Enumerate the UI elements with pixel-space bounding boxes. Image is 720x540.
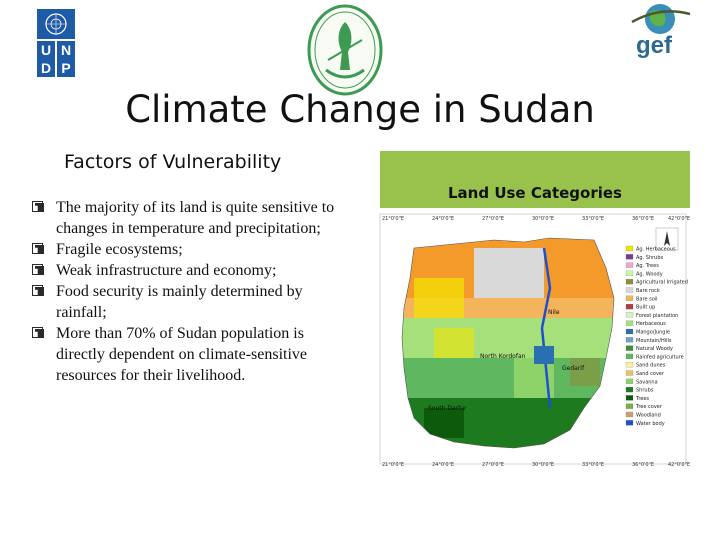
axis-tick-label: 24°0'0"E <box>432 462 454 468</box>
axis-tick-label: 21°0'0"E <box>382 216 404 222</box>
legend-label: Mango/Jungle <box>636 330 670 336</box>
undp-letter: P <box>57 59 75 77</box>
legend-label: Ag. Trees <box>636 263 659 269</box>
legend-label: Water body <box>636 421 665 427</box>
legend-label: Bare rock <box>636 288 660 294</box>
un-emblem-icon <box>37 9 75 39</box>
checkbox-bullet-icon <box>32 264 43 275</box>
legend-swatch <box>625 395 634 401</box>
legend-swatch <box>625 387 634 393</box>
bullet-text: The majority of its land is quite sensit… <box>56 199 335 237</box>
bullet-item: Weak infrastructure and economy; <box>32 260 344 281</box>
bullet-text: More than 70% of Sudan population is dir… <box>56 325 308 384</box>
checkbox-bullet-icon <box>32 243 43 254</box>
axis-tick-label: 36°0'0"E <box>632 216 654 222</box>
checkbox-bullet-icon <box>32 327 43 338</box>
legend-label: Sand cover <box>636 371 665 377</box>
undp-letter: D <box>37 59 55 77</box>
legend-swatch <box>625 287 634 293</box>
map-header-band <box>380 151 690 208</box>
legend-label: Agricultural Irrigated <box>636 280 688 286</box>
legend-swatch <box>625 353 634 359</box>
undp-letter: N <box>57 41 75 59</box>
legend-label: Sand dunes <box>636 363 666 369</box>
bullet-item: Food security is mainly determined by ra… <box>32 281 344 323</box>
gef-logo: gef <box>636 32 672 59</box>
legend-swatch <box>625 362 634 368</box>
bullet-list: The majority of its land is quite sensit… <box>32 197 344 386</box>
legend-label: Woodland <box>636 413 661 419</box>
legend-label: Trees <box>635 396 649 402</box>
legend-swatch <box>625 303 634 310</box>
legend-label: Ag. Woody <box>636 271 663 277</box>
axis-tick-label: 36°0'0"E <box>632 462 654 468</box>
legend-swatch <box>625 295 634 301</box>
legend-swatch <box>625 262 634 268</box>
bullet-text: Food security is mainly determined by ra… <box>56 283 303 321</box>
place-label: Nile <box>548 309 560 316</box>
axis-tick-label: 33°0'0"E <box>582 216 604 222</box>
bullet-item: More than 70% of Sudan population is dir… <box>32 323 344 386</box>
legend-label: Bare soil <box>636 296 658 302</box>
slide-title: Climate Change in Sudan <box>125 88 595 131</box>
legend-label: Rainfed agriculture <box>636 354 684 360</box>
legend-label: Savanna <box>636 379 658 385</box>
checkbox-bullet-icon <box>32 201 43 212</box>
place-label: South Darfur <box>428 405 467 412</box>
legend-label: Natural Woody <box>636 346 673 352</box>
legend-swatch <box>625 370 634 376</box>
legend-label: Ag. Shrubs <box>636 255 664 261</box>
legend-swatch <box>625 254 634 260</box>
axis-tick-label: 30°0'0"E <box>532 462 554 468</box>
sudan-emblem-icon <box>304 0 386 96</box>
bullet-text: Fragile ecosystems; <box>56 241 183 258</box>
legend-swatch <box>625 420 634 426</box>
bullet-item: The majority of its land is quite sensit… <box>32 197 344 239</box>
slide-subtitle: Factors of Vulnerability <box>64 151 282 173</box>
legend-swatch <box>625 403 634 409</box>
legend-label: Tree cover <box>635 404 663 410</box>
legend-swatch <box>625 312 634 318</box>
place-label: Gedarif <box>562 365 585 372</box>
axis-tick-label: 24°0'0"E <box>432 216 454 222</box>
gef-globe-icon <box>628 2 694 66</box>
axis-tick-label: 33°0'0"E <box>582 462 604 468</box>
axis-tick-label: 27°0'0"E <box>482 462 504 468</box>
legend-swatch <box>625 279 634 285</box>
axis-tick-label: 30°0'0"E <box>532 216 554 222</box>
legend-swatch <box>625 320 634 326</box>
legend-swatch <box>625 345 634 351</box>
legend-label: Forest plantation <box>636 313 678 319</box>
axis-tick-label: 42°0'0"E <box>668 462 690 468</box>
undp-logo: U N D P <box>37 9 75 77</box>
checkbox-bullet-icon <box>32 285 43 296</box>
legend-swatch <box>625 270 634 277</box>
north-arrow-icon <box>655 227 679 251</box>
undp-letter: U <box>37 41 55 59</box>
legend-swatch <box>625 411 634 418</box>
legend-label: Mountain/Hills <box>636 338 672 344</box>
axis-tick-label: 42°0'0"E <box>668 216 690 222</box>
legend-swatch <box>625 245 634 252</box>
place-label: North Kordofan <box>480 353 526 360</box>
land-use-map: 21°0'0"E 24°0'0"E 27°0'0"E 30°0'0"E 33°0'0"E… <box>374 208 692 470</box>
legend-swatch <box>625 378 634 384</box>
legend-swatch <box>625 337 634 343</box>
axis-tick-label: 21°0'0"E <box>382 462 404 468</box>
legend-swatch <box>625 328 634 335</box>
legend-label: Ag. Herbaceous <box>636 247 676 253</box>
legend-label: Shrubs <box>636 388 654 394</box>
axis-tick-label: 27°0'0"E <box>482 216 504 222</box>
legend-label: Built up <box>636 305 655 311</box>
map-legend: Ag. Herbaceous Ag. Shrubs Ag. Trees Ag. Woo… <box>625 245 688 427</box>
bullet-item: Fragile ecosystems; <box>32 239 344 260</box>
bullet-text: Weak infrastructure and economy; <box>56 262 277 279</box>
map-title: Land Use Categories <box>448 184 622 202</box>
legend-label: Herbaceous <box>636 321 666 327</box>
map-land-cover <box>402 238 614 448</box>
